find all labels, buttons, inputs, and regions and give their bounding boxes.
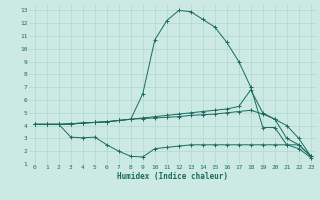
X-axis label: Humidex (Indice chaleur): Humidex (Indice chaleur) (117, 172, 228, 181)
